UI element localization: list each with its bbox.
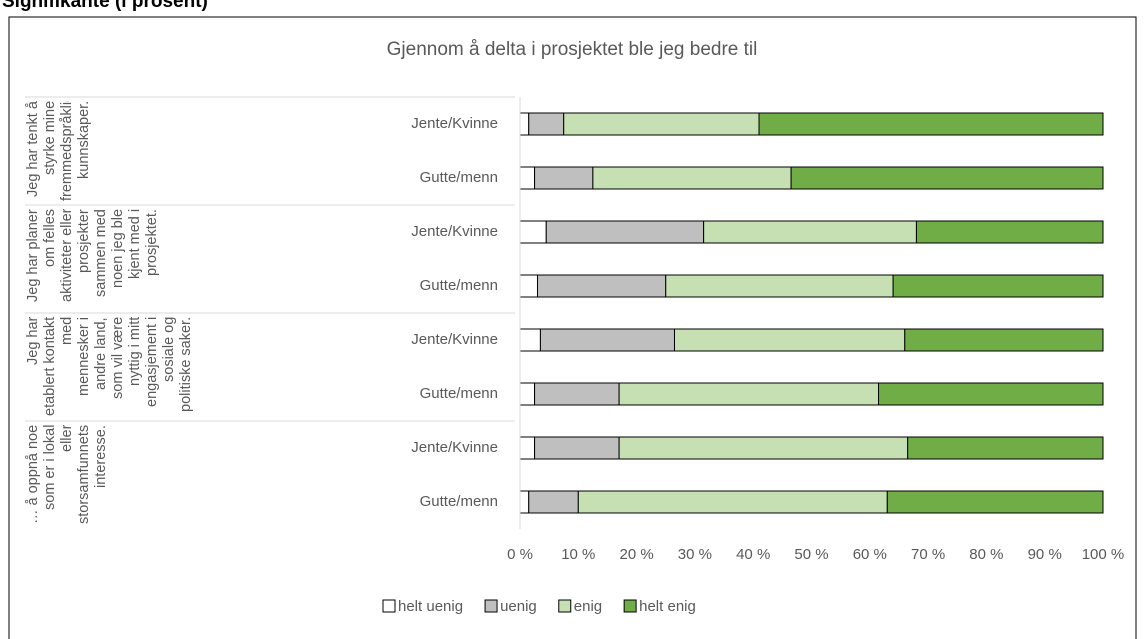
bar-segment xyxy=(539,328,675,352)
bar-segment xyxy=(519,220,547,244)
x-tick-label: 30 % xyxy=(678,546,712,563)
category-label: Gutte/menn xyxy=(420,385,498,402)
bar-segment xyxy=(892,274,1104,298)
bar-segment xyxy=(519,328,541,352)
bar-segment xyxy=(563,112,760,136)
legend-swatch xyxy=(558,599,572,613)
x-tick-label: 80 % xyxy=(969,546,1003,563)
group-label: Jeg har tenkt å styrke mine fremmedspråk… xyxy=(25,101,92,201)
bar-segment xyxy=(519,166,536,190)
legend-swatch xyxy=(484,599,498,613)
bar-segment xyxy=(907,436,1104,460)
bar-segment xyxy=(577,490,888,514)
bar-segment xyxy=(915,220,1104,244)
bar-segment xyxy=(618,382,880,406)
legend-swatch xyxy=(623,599,637,613)
bar-segment xyxy=(534,166,594,190)
bar-segment xyxy=(528,112,565,136)
x-tick-label: 100 % xyxy=(1082,546,1125,563)
category-label: Jente/Kvinne xyxy=(411,331,498,348)
bar-segment xyxy=(519,112,530,136)
x-tick-label: 20 % xyxy=(619,546,653,563)
bar-segment xyxy=(528,490,579,514)
x-tick-label: 10 % xyxy=(561,546,595,563)
bar-segment xyxy=(592,166,792,190)
group-label: Jeg har planer om felles aktiviteter ell… xyxy=(25,209,160,303)
heading: Signifikante (i prosent) xyxy=(2,0,208,12)
bar-segment xyxy=(878,382,1104,406)
legend-swatch xyxy=(382,599,396,613)
x-tick-label: 90 % xyxy=(1028,546,1062,563)
bar-segment xyxy=(534,382,620,406)
bar-segment xyxy=(519,274,538,298)
category-label: Jente/Kvinne xyxy=(411,115,498,132)
bar-segment xyxy=(703,220,917,244)
bar-segment xyxy=(618,436,909,460)
chart-title: Gjennom å delta i prosjektet ble jeg bed… xyxy=(387,39,758,60)
group-label: Jeg har etablert kontakt med mennesker i… xyxy=(25,317,194,417)
group-label: … å oppnå noe som er i lokal eller stors… xyxy=(25,425,109,525)
bar-segment xyxy=(886,490,1104,514)
bar-segment xyxy=(673,328,906,352)
bar-segment xyxy=(545,220,705,244)
legend-label: enig xyxy=(574,598,602,615)
bar-segment xyxy=(519,490,530,514)
x-tick-label: 40 % xyxy=(736,546,770,563)
category-label: Jente/Kvinne xyxy=(411,439,498,456)
bar-segment xyxy=(536,274,667,298)
x-tick-label: 60 % xyxy=(853,546,887,563)
bar-segment xyxy=(904,328,1104,352)
bar-segment xyxy=(519,382,536,406)
legend-label: helt enig xyxy=(639,598,696,615)
x-tick-label: 0 % xyxy=(507,546,533,563)
category-label: Gutte/menn xyxy=(420,169,498,186)
legend-label: helt uenig xyxy=(398,598,463,615)
category-label: Gutte/menn xyxy=(420,493,498,510)
bar-segment xyxy=(534,436,620,460)
bar-segment xyxy=(519,436,536,460)
category-label: Jente/Kvinne xyxy=(411,223,498,240)
bar-segment xyxy=(790,166,1104,190)
bar-segment xyxy=(758,112,1104,136)
x-tick-label: 50 % xyxy=(794,546,828,563)
category-label: Gutte/menn xyxy=(420,277,498,294)
x-tick-label: 70 % xyxy=(911,546,945,563)
chart-border xyxy=(8,16,1137,639)
bar-segment xyxy=(665,274,894,298)
legend-label: uenig xyxy=(500,598,537,615)
